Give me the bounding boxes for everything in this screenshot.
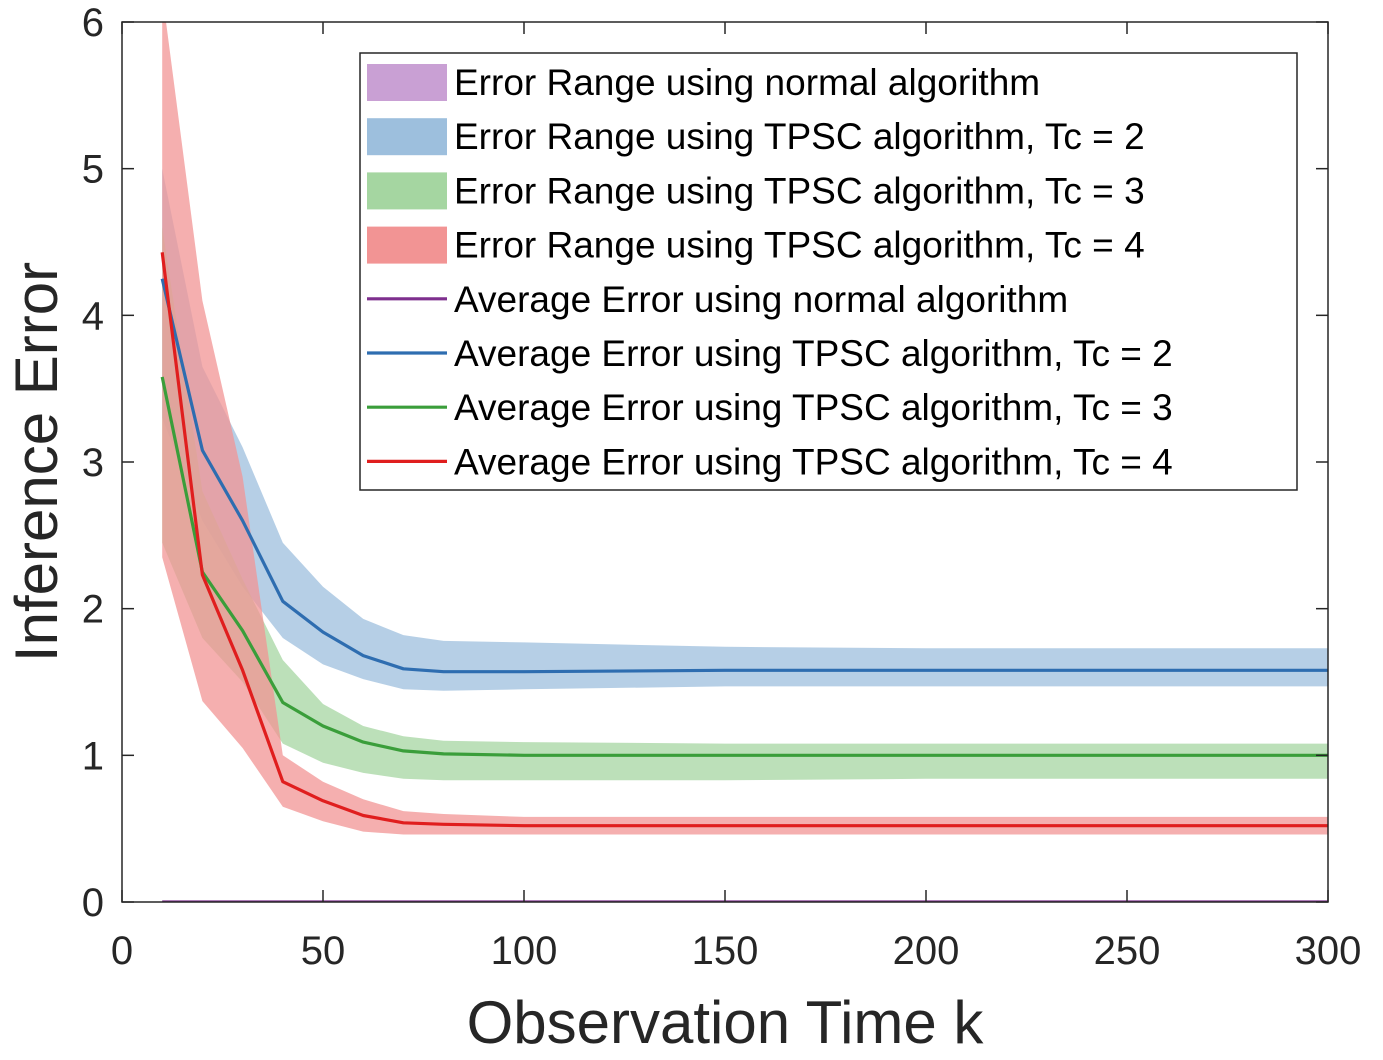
x-tick-label: 0 [111,929,133,973]
error-band-3 [162,227,1328,781]
legend-entry-label: Average Error using TPSC algorithm, Tc =… [454,441,1173,482]
x-tick-label: 100 [491,929,558,973]
legend-entry-label: Average Error using TPSC algorithm, Tc =… [454,333,1173,374]
y-tick-label: 6 [82,1,104,45]
y-tick-label: 5 [82,148,104,192]
x-tick-label: 50 [301,929,346,973]
legend-swatch-band [367,118,447,156]
x-axis-label: Observation Time k [467,989,985,1056]
legend-entry-label: Error Range using normal algorithm [454,62,1040,103]
legend-box [359,52,1298,491]
legend-entry-label: Error Range using TPSC algorithm, Tc = 3 [454,170,1145,211]
average-line-4 [160,252,1328,828]
legend-swatch-band [367,226,447,264]
legend-entry-label: Error Range using TPSC algorithm, Tc = 2 [454,116,1145,157]
y-axis-label: Inference Error [3,262,70,662]
y-tick-label: 2 [82,588,104,632]
legend-entry-label: Average Error using normal algorithm [454,279,1068,320]
average-line-2 [160,278,1328,674]
legend-entry-label: Error Range using TPSC algorithm, Tc = 4 [454,225,1145,266]
y-tick-label: 3 [82,441,104,485]
legend-entry-label: Average Error using TPSC algorithm, Tc =… [454,387,1173,428]
legend-swatch-band [367,172,447,210]
x-tick-label: 300 [1295,929,1362,973]
y-tick-label: 0 [82,881,104,925]
error-band-4 [162,22,1328,835]
ticks-layer: 0 50 100 150 200 250 300 0 1 2 3 4 5 6 [82,1,1362,973]
y-tick-label: 4 [82,294,104,338]
average-line-3 [160,376,1328,757]
x-tick-label: 200 [893,929,960,973]
y-tick-label: 1 [82,734,104,778]
legend-swatch-band [367,64,447,101]
x-tick-label: 150 [692,929,759,973]
x-tick-label: 250 [1094,929,1161,973]
bands-layer [162,22,1328,835]
lines-layer [160,252,1328,902]
legend: Error Range using normal algorithm Error … [359,52,1298,491]
